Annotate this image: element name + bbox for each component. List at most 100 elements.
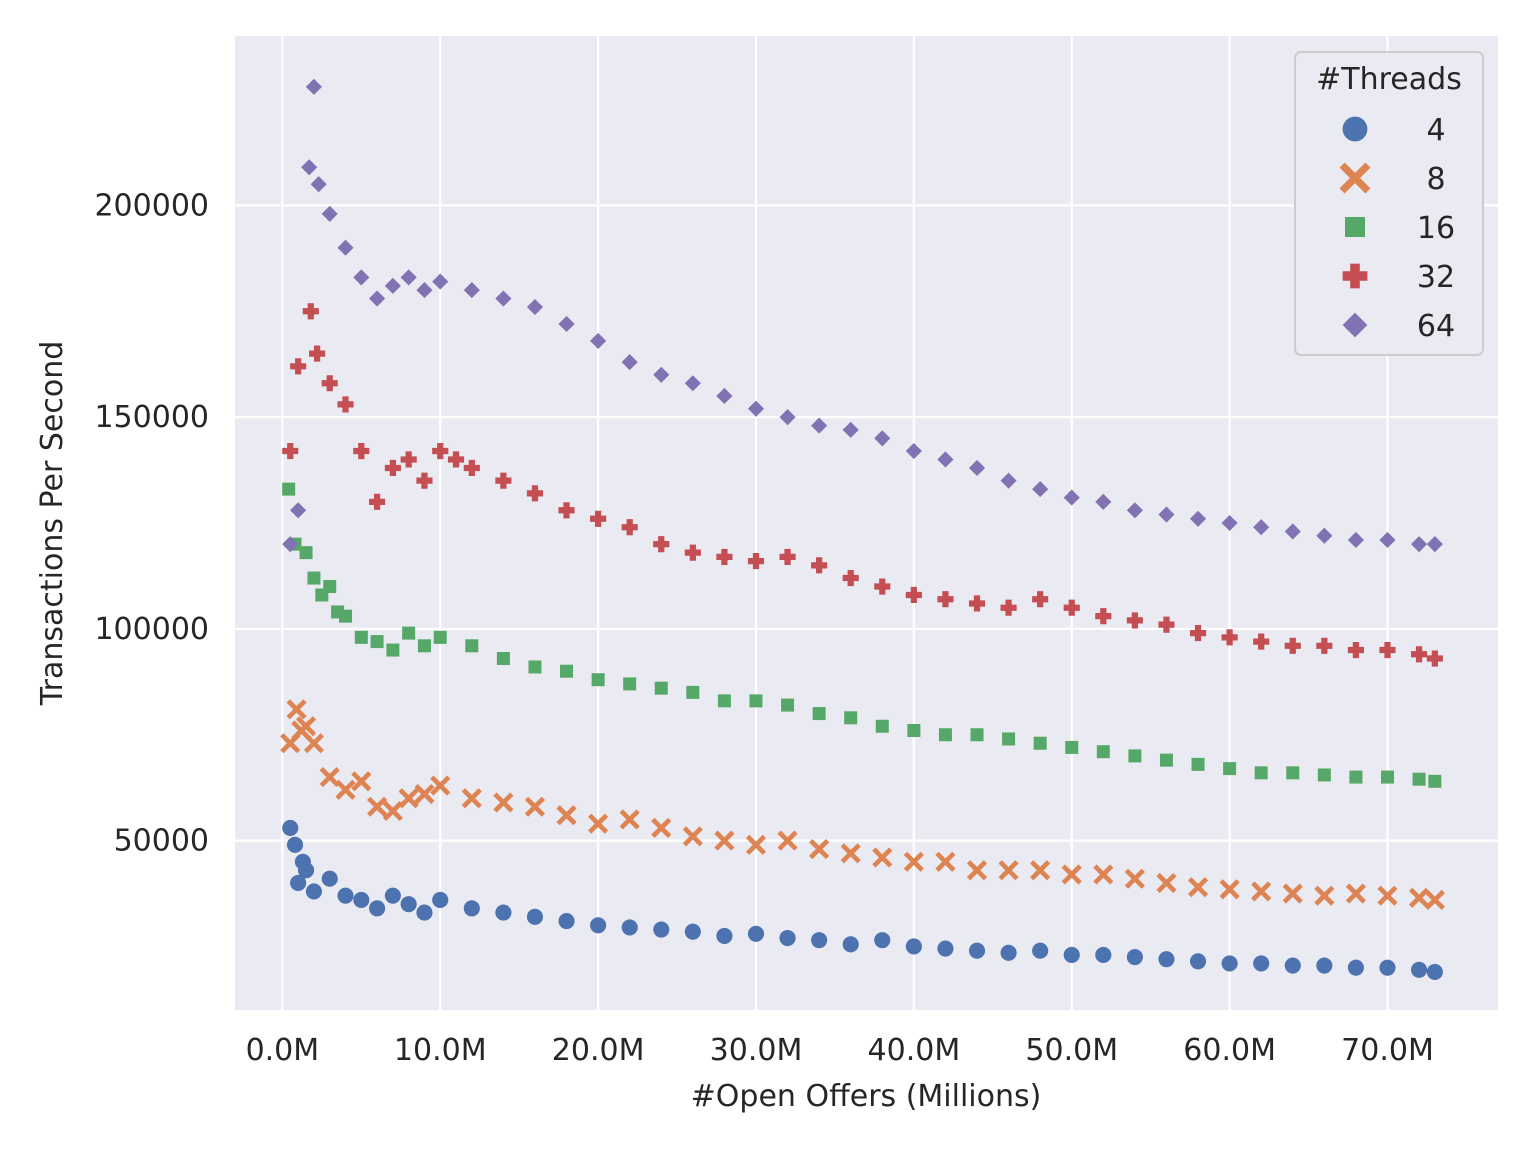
data-point — [1253, 519, 1270, 536]
data-point — [526, 485, 544, 502]
data-point — [937, 940, 954, 957]
data-point — [1426, 963, 1443, 980]
data-point — [1316, 527, 1333, 544]
data-point — [1124, 868, 1145, 889]
data-point — [416, 472, 433, 489]
data-point — [588, 813, 609, 834]
data-point — [812, 707, 826, 721]
data-point — [1093, 864, 1114, 885]
data-point — [560, 664, 574, 678]
data-point — [353, 442, 370, 460]
data-point — [1253, 955, 1270, 972]
data-point — [682, 826, 703, 847]
data-point — [1284, 957, 1301, 974]
data-point — [433, 630, 447, 644]
data-point — [874, 578, 891, 595]
data-point — [417, 639, 431, 653]
data-point — [1379, 641, 1396, 659]
data-point — [321, 205, 338, 222]
data-point — [1063, 599, 1080, 616]
data-point — [1065, 740, 1079, 754]
data-point — [495, 290, 512, 307]
data-point — [968, 595, 986, 612]
data-point — [937, 591, 954, 608]
data-point — [1253, 633, 1270, 650]
data-point — [1221, 955, 1238, 972]
data-point — [495, 904, 512, 921]
data-point — [354, 630, 368, 644]
data-point — [874, 430, 891, 447]
data-point — [1426, 650, 1443, 667]
data-point — [717, 694, 731, 708]
data-point — [400, 269, 417, 286]
data-point — [290, 502, 307, 519]
x-tick-label: 0.0M — [246, 1033, 320, 1068]
data-point — [970, 728, 984, 742]
data-point — [321, 375, 338, 392]
legend-title: #Threads — [1316, 62, 1462, 97]
data-point — [558, 913, 575, 930]
data-point — [1379, 531, 1396, 548]
data-point — [745, 834, 767, 855]
data-point — [591, 673, 605, 687]
data-point — [1187, 877, 1209, 898]
data-point — [714, 830, 735, 851]
data-point — [840, 843, 861, 864]
data-point — [1314, 885, 1335, 906]
y-tick-label: 100000 — [94, 612, 209, 647]
data-point — [811, 932, 828, 949]
data-point — [811, 557, 828, 574]
data-point — [402, 626, 416, 640]
data-point — [302, 303, 319, 320]
data-point — [558, 315, 575, 333]
data-point — [432, 442, 449, 460]
x-axis-label: #Open Offers (Millions) — [691, 1079, 1042, 1114]
data-point — [463, 459, 480, 477]
data-point — [414, 783, 435, 805]
series-16-threads — [282, 482, 1442, 788]
data-point — [1411, 646, 1428, 663]
data-point — [290, 874, 307, 892]
data-point — [621, 919, 638, 936]
data-point — [282, 536, 299, 553]
data-point — [1251, 881, 1272, 902]
data-point — [747, 925, 765, 942]
data-point — [1191, 757, 1205, 771]
data-point — [1221, 629, 1238, 646]
data-point — [526, 298, 544, 316]
data-point — [1095, 946, 1112, 964]
data-point — [654, 681, 668, 695]
data-point — [1254, 766, 1268, 780]
data-point — [463, 900, 480, 917]
data-point — [335, 779, 356, 800]
data-point — [684, 544, 701, 561]
data-point — [323, 580, 337, 594]
data-point — [779, 409, 796, 426]
data-point — [526, 908, 544, 925]
data-point — [558, 502, 575, 519]
legend-label-16: 16 — [1417, 211, 1455, 246]
data-point — [297, 862, 315, 879]
data-point — [1412, 772, 1426, 786]
legend-items: 4 8 16 32 64 — [1339, 113, 1455, 344]
data-point — [1095, 608, 1112, 625]
data-point — [447, 451, 465, 468]
data-point — [386, 643, 400, 657]
y-tick-label: 200000 — [94, 188, 209, 223]
data-point — [1345, 883, 1366, 904]
data-point — [874, 932, 891, 949]
data-point — [844, 711, 858, 725]
data-point — [842, 569, 859, 587]
x-tick-label: 50.0M — [1025, 1033, 1118, 1068]
series-32-threads — [282, 303, 1443, 667]
data-point — [337, 239, 354, 256]
data-point — [653, 536, 670, 553]
data-point — [1286, 766, 1300, 780]
data-point — [779, 548, 796, 565]
data-point — [319, 767, 340, 788]
data-point — [590, 332, 607, 349]
data-point — [938, 728, 952, 742]
data-point — [905, 442, 922, 460]
legend-label-8: 8 — [1426, 162, 1445, 197]
data-point — [556, 805, 577, 826]
